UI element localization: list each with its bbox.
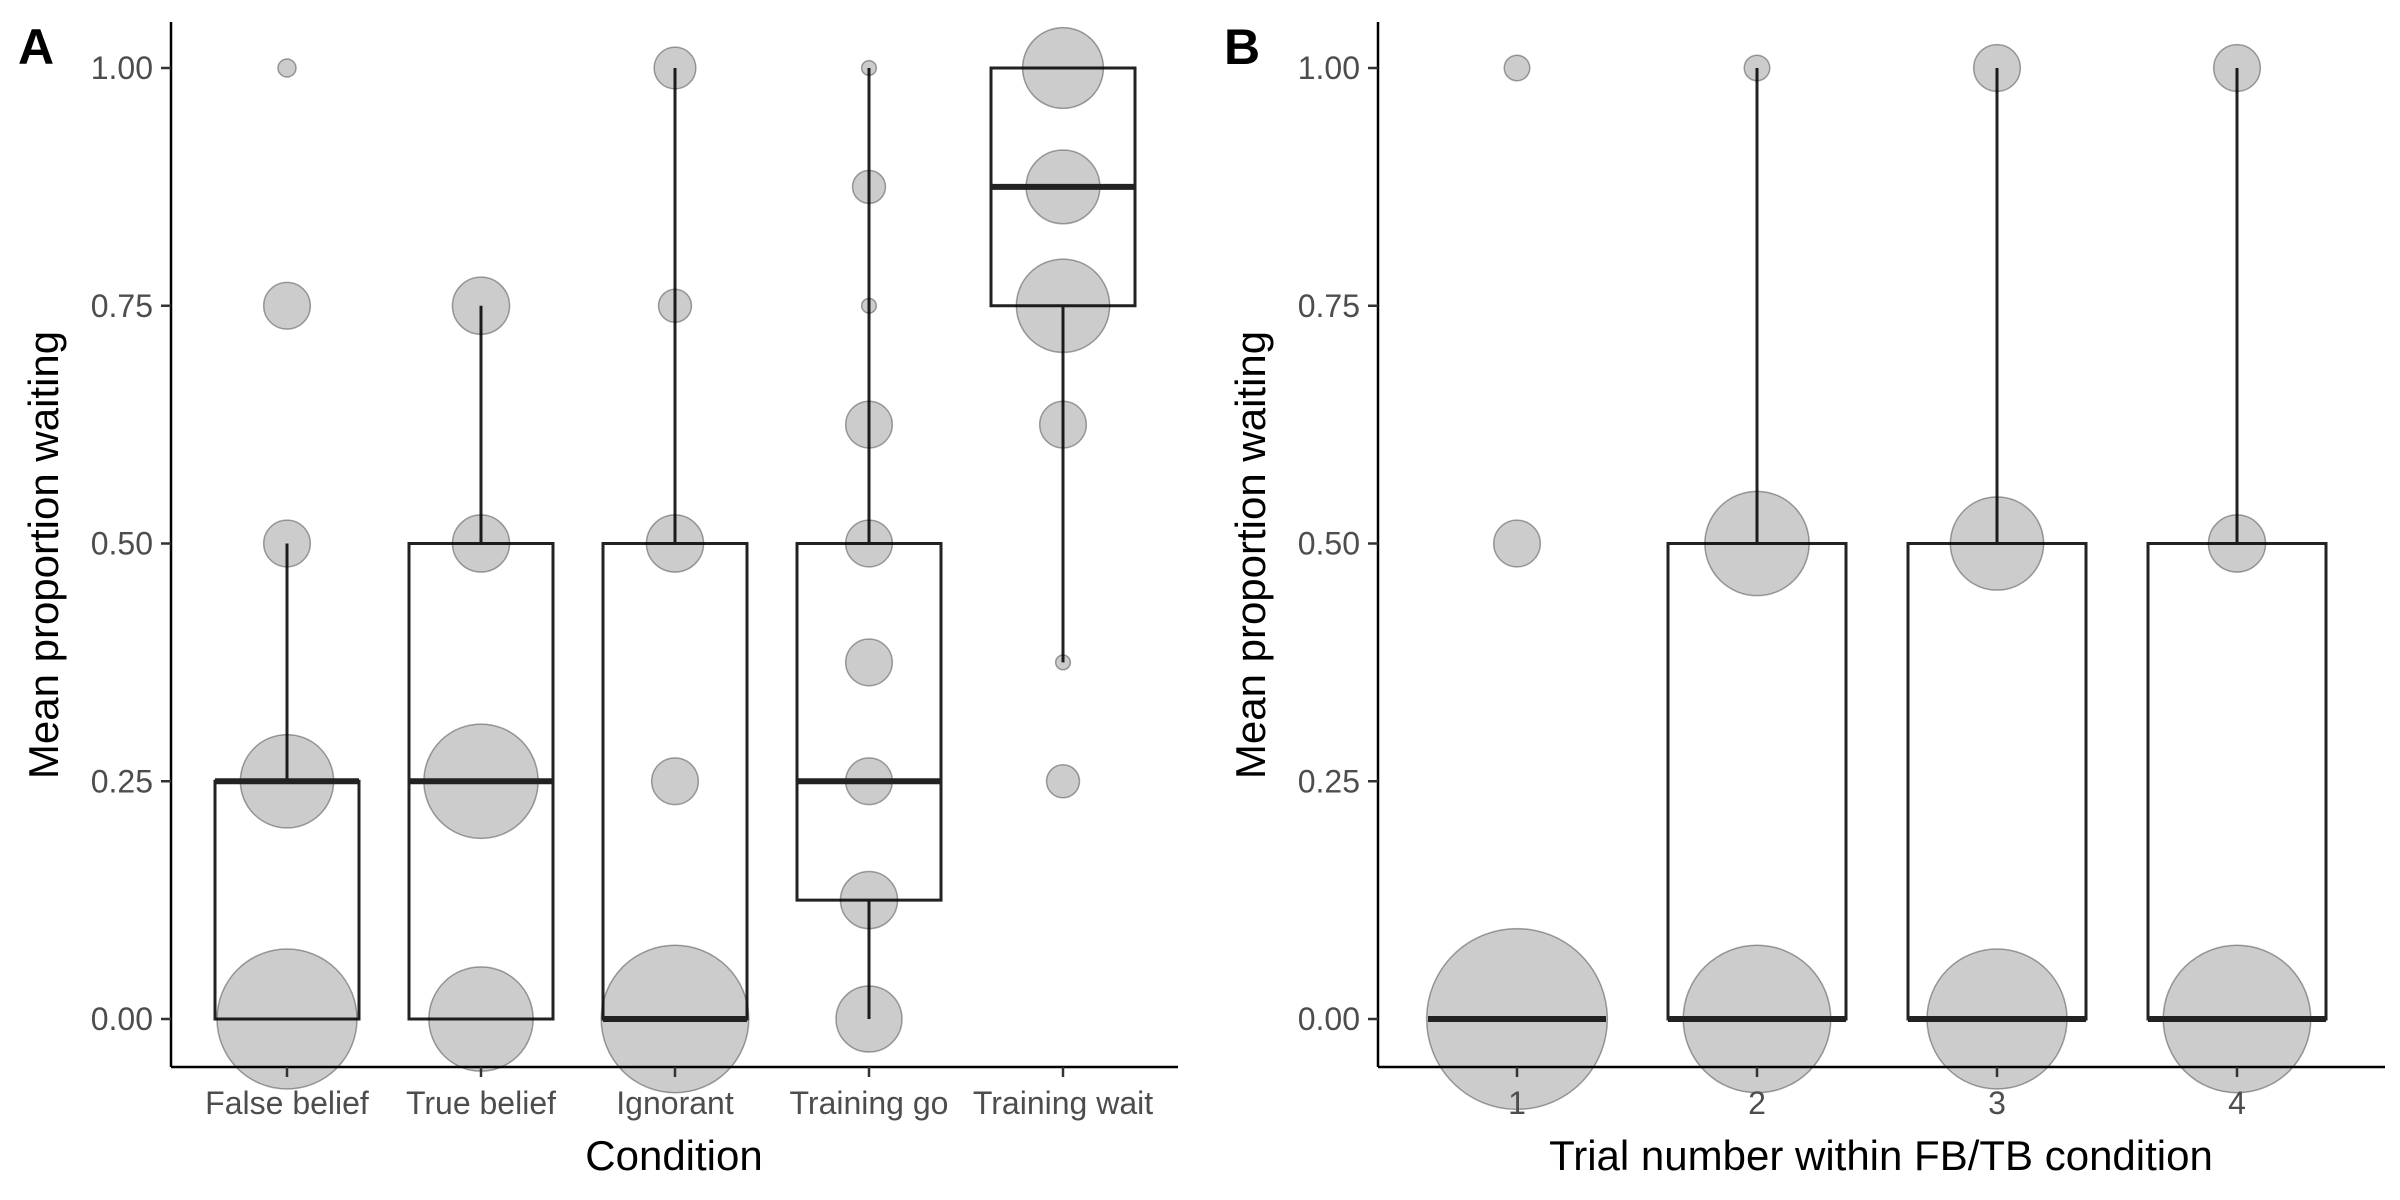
box [1666,542,1848,1021]
y-tick-label: 0.75 [1298,288,1360,324]
x-tick-label: 1 [1508,1085,1526,1121]
data-point [262,281,312,330]
y-tick-label: 0.50 [1298,526,1360,562]
y-tick-label: 0.00 [91,1001,153,1037]
data-point [844,400,894,449]
box [213,779,361,1021]
data-point [860,297,878,314]
data-point [860,59,878,77]
panel-b: B 0.00 0.25 0.50 0.75 1.00 1 2 3 4 Trial number… [1224,19,2385,1179]
x-tick-label: False belief [205,1085,369,1121]
data-point [844,638,894,687]
y-tick-label: 0.25 [91,763,153,799]
data-point [1015,258,1111,354]
data-point [645,514,705,573]
data-point [844,519,894,568]
y-tick-label: 1.00 [1298,50,1360,86]
data-point [1021,26,1105,110]
panel-a-label: A [18,19,54,75]
data-point [2212,43,2262,93]
panel-a-x-ticks: False belief True belief Ignorant Training … [205,1067,1153,1121]
panel-a-y-ticks: 0.00 0.25 0.50 0.75 1.00 [91,50,171,1037]
x-tick-label: 4 [2228,1085,2246,1121]
data-point [277,58,297,78]
x-tick-label: Ignorant [616,1085,734,1121]
data-point [839,870,899,930]
y-tick-label: 1.00 [91,50,153,86]
panel-a-y-title: Mean proportion waiting [20,331,67,779]
data-point [1492,519,1542,568]
x-tick-label: True belief [406,1085,556,1121]
data-point [1503,54,1531,82]
panel-a: A 0.00 0.25 0.50 0.75 1.00 False belief True … [18,19,1178,1179]
data-point [1743,54,1771,82]
data-point [851,169,887,205]
y-tick-label: 0.50 [91,526,153,562]
data-point [451,514,511,573]
box [795,542,943,902]
data-point [451,276,511,336]
data-point [428,966,534,1072]
panel-b-marks [1425,43,2328,1111]
y-tick-label: 0.00 [1298,1001,1360,1037]
x-tick-label: 2 [1748,1085,1766,1121]
data-point [650,757,700,806]
box [601,542,749,1021]
panel-a-marks [213,26,1137,1094]
x-tick-label: Training go [790,1085,949,1121]
data-point [1054,654,1072,671]
panel-b-x-title: Trial number within FB/TB condition [1549,1132,2213,1179]
data-point [1038,400,1088,449]
data-point [262,519,312,568]
x-tick-label: Training wait [973,1085,1153,1121]
y-tick-label: 0.75 [91,288,153,324]
panel-b-x-ticks: 1 2 3 4 [1508,1067,2246,1121]
data-point [653,46,697,90]
panel-b-y-title: Mean proportion waiting [1227,331,1274,779]
box [1906,542,2088,1021]
data-point [1704,490,1810,597]
panel-b-label: B [1224,19,1260,75]
box [2146,542,2328,1021]
data-point [835,985,903,1053]
data-point [657,288,693,323]
data-point [2207,514,2267,573]
panel-b-y-ticks: 0.00 0.25 0.50 0.75 1.00 [1298,50,1378,1037]
y-tick-label: 0.25 [1298,763,1360,799]
data-point [216,948,358,1090]
data-point [1045,764,1081,799]
x-tick-label: 3 [1988,1085,2006,1121]
data-point [1949,496,2045,591]
data-point [1972,43,2022,93]
panel-a-x-title: Condition [585,1132,762,1179]
